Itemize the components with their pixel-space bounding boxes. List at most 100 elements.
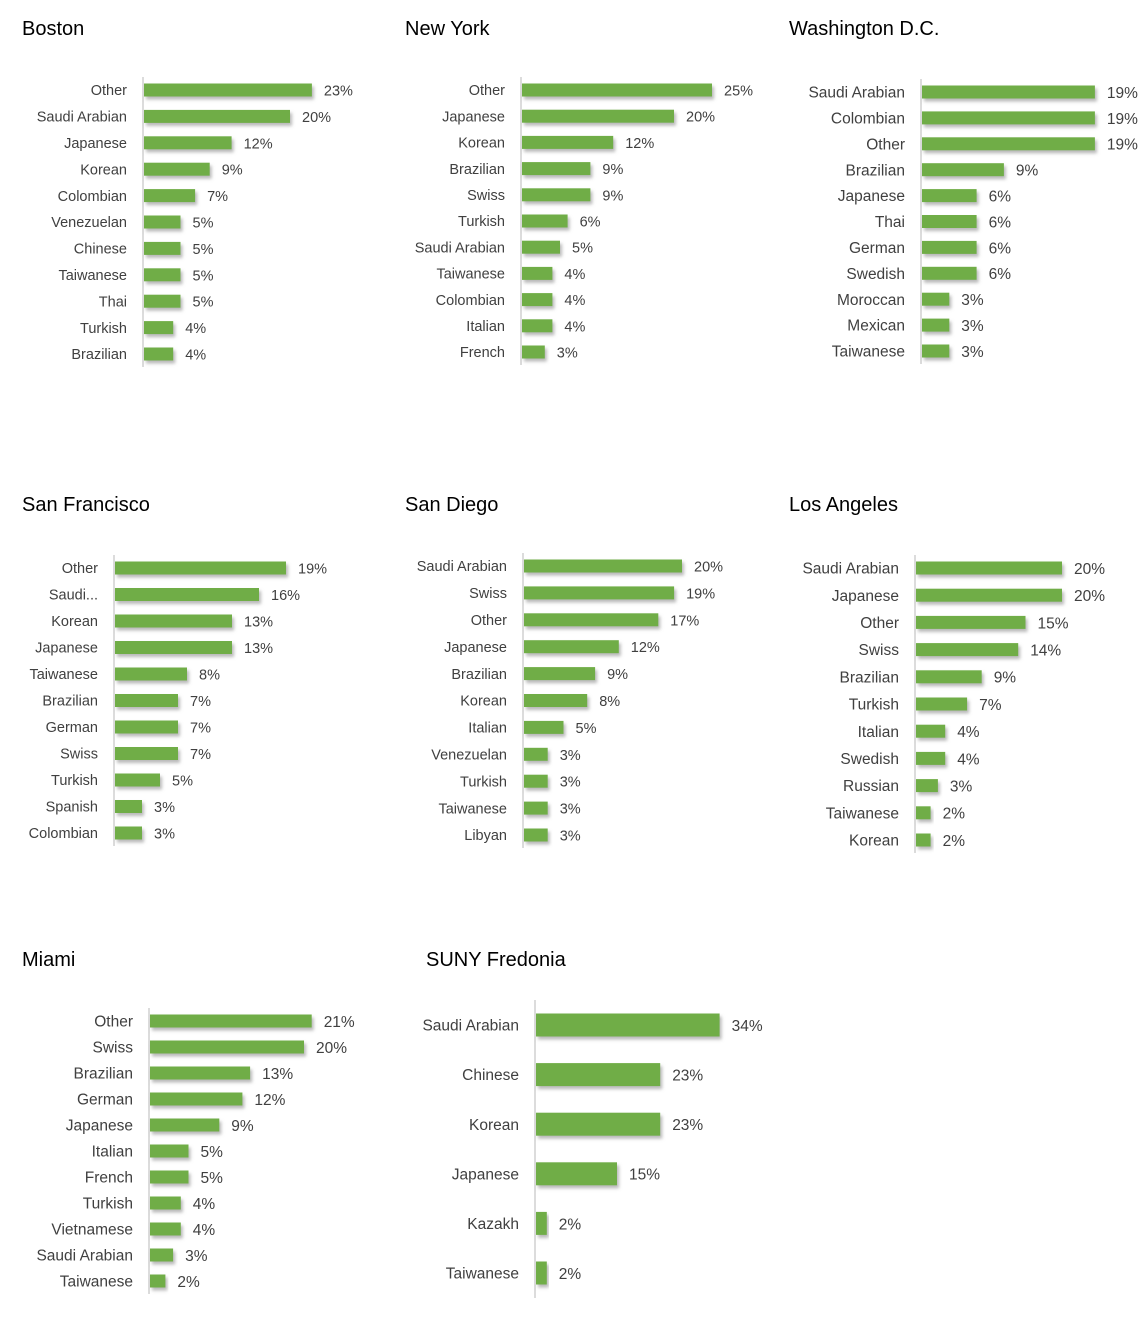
data-label: 12% [244, 136, 273, 152]
category-label: Other [94, 1014, 133, 1031]
data-label: 14% [1030, 642, 1061, 659]
bar [524, 613, 659, 627]
data-label: 13% [262, 1066, 293, 1083]
bar [524, 747, 548, 761]
bar [522, 240, 560, 254]
data-label: 3% [560, 748, 581, 764]
category-label: Italian [858, 724, 899, 741]
data-label: 23% [324, 84, 353, 100]
bar [150, 1014, 312, 1028]
category-label: Saudi Arabian [802, 561, 899, 578]
bar [536, 1063, 661, 1087]
data-label: 5% [576, 721, 597, 737]
bar [524, 828, 548, 842]
bar [524, 667, 596, 681]
data-label: 5% [193, 216, 214, 232]
category-label: Turkish [80, 321, 127, 337]
category-label: Japanese [66, 1118, 133, 1135]
data-label: 12% [254, 1092, 285, 1109]
category-label: Colombian [831, 110, 905, 127]
data-label: 19% [1107, 137, 1138, 154]
bar [916, 643, 1019, 657]
bar [524, 774, 548, 788]
category-label: French [460, 345, 505, 361]
data-label: 3% [557, 346, 578, 362]
data-label: 6% [989, 188, 1012, 205]
data-label: 20% [302, 110, 331, 126]
bar [522, 214, 568, 228]
bar [144, 215, 181, 229]
data-label: 12% [631, 640, 660, 656]
data-label: 9% [607, 667, 628, 683]
chart-title: Los Angeles [789, 494, 898, 516]
bar [522, 135, 614, 149]
category-label: Other [866, 136, 905, 153]
bar [524, 694, 588, 707]
bar [922, 318, 950, 332]
category-label: Italian [468, 721, 507, 737]
data-label: 5% [201, 1144, 224, 1161]
data-label: 4% [185, 321, 206, 337]
category-label: Brazilian [74, 1066, 133, 1083]
category-label: Saudi Arabian [36, 1248, 133, 1265]
data-label: 13% [244, 615, 273, 631]
category-label: Other [471, 613, 507, 629]
category-label: Swiss [467, 188, 505, 204]
chart-title: New York [405, 18, 490, 40]
bar [916, 670, 982, 684]
bar [916, 806, 931, 820]
bar [916, 615, 1026, 629]
chart-title: Miami [22, 949, 75, 971]
data-label: 13% [244, 641, 273, 657]
bar [536, 1112, 661, 1136]
data-label: 6% [989, 240, 1012, 257]
bar [144, 162, 210, 176]
category-label: German [77, 1092, 133, 1109]
bar [922, 137, 1095, 151]
category-label: Turkish [83, 1196, 133, 1213]
category-label: Japanese [35, 641, 98, 657]
bar [144, 109, 290, 123]
bar [144, 321, 174, 335]
category-label: Turkish [849, 697, 899, 714]
chart-title: San Francisco [22, 494, 150, 516]
chart-title: SUNY Fredonia [426, 949, 567, 971]
category-label: Japanese [838, 188, 905, 205]
data-label: 3% [560, 802, 581, 818]
data-label: 20% [316, 1040, 347, 1057]
category-label: Swiss [93, 1040, 134, 1057]
bar [522, 345, 545, 359]
category-label: Italian [92, 1144, 133, 1161]
category-label: Brazilian [451, 667, 507, 683]
data-label: 7% [979, 697, 1002, 714]
bar [922, 189, 977, 203]
category-label: Mexican [847, 318, 905, 335]
data-label: 34% [732, 1018, 763, 1035]
data-label: 16% [271, 588, 300, 604]
category-label: Venezuelan [51, 215, 127, 231]
bar [115, 588, 259, 601]
category-label: Korean [469, 1117, 519, 1134]
category-label: German [46, 720, 98, 736]
chart-boston: Boston Other 23% Saudi Arabian 20% Japanese 12… [22, 18, 353, 367]
bar [522, 109, 674, 123]
category-label: Taiwanese [832, 344, 905, 361]
bar [115, 747, 178, 760]
bar [150, 1222, 181, 1236]
data-label: 6% [989, 266, 1012, 283]
data-label: 4% [957, 724, 980, 741]
data-label: 17% [670, 613, 699, 629]
category-label: Other [469, 83, 505, 99]
category-label: Kazakh [467, 1216, 519, 1233]
data-label: 3% [961, 318, 984, 335]
chart-suny-fredonia: SUNY Fredonia Saudi Arabian 34% Chinese 23% K… [422, 949, 763, 1298]
category-label: Swedish [840, 751, 899, 768]
category-label: Saudi... [49, 588, 98, 604]
data-label: 23% [672, 1067, 703, 1084]
bar [115, 641, 232, 654]
data-label: 9% [602, 162, 623, 178]
category-label: Colombian [436, 293, 505, 309]
data-label: 7% [190, 694, 211, 710]
data-label: 5% [572, 241, 593, 257]
category-label: Other [62, 561, 98, 577]
